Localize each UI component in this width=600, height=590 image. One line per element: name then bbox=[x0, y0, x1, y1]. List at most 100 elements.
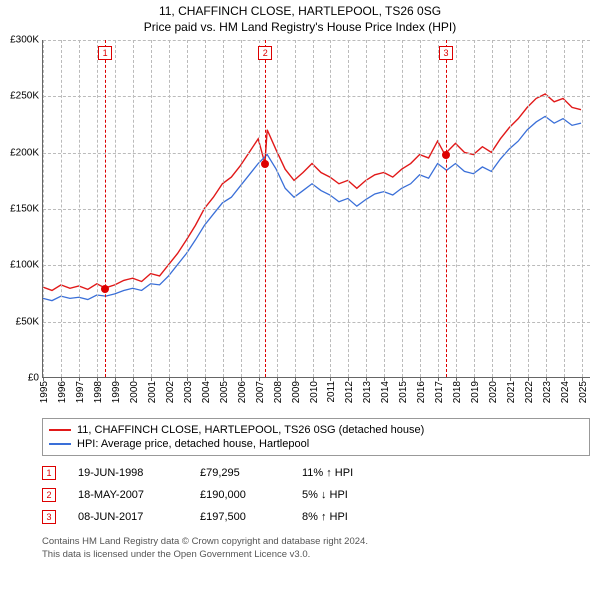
sale-marker-badge: 2 bbox=[258, 46, 272, 60]
sale-marker-badge: 3 bbox=[439, 46, 453, 60]
x-axis-label: 1999 bbox=[111, 377, 122, 403]
sale-row: 119-JUN-1998£79,29511% ↑ HPI bbox=[42, 462, 590, 484]
x-axis-label: 2011 bbox=[326, 377, 337, 403]
x-gridline bbox=[456, 40, 457, 377]
x-gridline bbox=[97, 40, 98, 377]
y-axis-label: £200K bbox=[10, 147, 39, 158]
y-axis-label: £50K bbox=[16, 316, 39, 327]
x-gridline bbox=[492, 40, 493, 377]
x-axis-label: 2021 bbox=[506, 377, 517, 403]
sale-badge: 3 bbox=[42, 510, 56, 524]
x-axis-label: 2007 bbox=[255, 377, 266, 403]
sale-marker-badge: 1 bbox=[98, 46, 112, 60]
footer-line: This data is licensed under the Open Gov… bbox=[42, 549, 590, 562]
x-gridline bbox=[241, 40, 242, 377]
y-axis-label: £100K bbox=[10, 260, 39, 271]
x-axis-label: 2024 bbox=[560, 377, 571, 403]
footer-attribution: Contains HM Land Registry data © Crown c… bbox=[42, 536, 590, 562]
sale-badge: 2 bbox=[42, 488, 56, 502]
x-axis-label: 2006 bbox=[237, 377, 248, 403]
x-gridline bbox=[133, 40, 134, 377]
x-gridline bbox=[79, 40, 80, 377]
sale-hpi-delta: 8% ↑ HPI bbox=[302, 511, 382, 523]
x-gridline bbox=[330, 40, 331, 377]
x-gridline bbox=[348, 40, 349, 377]
x-axis-label: 2025 bbox=[578, 377, 589, 403]
x-gridline bbox=[564, 40, 565, 377]
y-axis-label: £300K bbox=[10, 35, 39, 46]
x-gridline bbox=[474, 40, 475, 377]
x-axis-label: 2001 bbox=[147, 377, 158, 403]
x-gridline bbox=[61, 40, 62, 377]
sale-date: 19-JUN-1998 bbox=[78, 467, 178, 479]
sale-hpi-delta: 11% ↑ HPI bbox=[302, 467, 382, 479]
sale-marker-dot bbox=[442, 151, 450, 159]
x-axis-label: 2003 bbox=[183, 377, 194, 403]
title-address: 11, CHAFFINCH CLOSE, HARTLEPOOL, TS26 0S… bbox=[0, 4, 600, 18]
y-axis-label: £150K bbox=[10, 204, 39, 215]
x-gridline bbox=[582, 40, 583, 377]
legend: 11, CHAFFINCH CLOSE, HARTLEPOOL, TS26 0S… bbox=[42, 418, 590, 456]
sale-date: 08-JUN-2017 bbox=[78, 511, 178, 523]
x-gridline bbox=[259, 40, 260, 377]
sale-date: 18-MAY-2007 bbox=[78, 489, 178, 501]
x-gridline bbox=[420, 40, 421, 377]
x-axis-label: 1997 bbox=[75, 377, 86, 403]
x-axis-label: 2004 bbox=[201, 377, 212, 403]
x-gridline bbox=[277, 40, 278, 377]
x-gridline bbox=[151, 40, 152, 377]
x-gridline bbox=[205, 40, 206, 377]
sale-marker-dot bbox=[101, 285, 109, 293]
x-axis-label: 2023 bbox=[542, 377, 553, 403]
sale-marker-line bbox=[105, 40, 106, 377]
sale-marker-dot bbox=[261, 160, 269, 168]
x-axis-label: 2015 bbox=[398, 377, 409, 403]
chart-plot-area: £0£50K£100K£150K£200K£250K£300K199519961… bbox=[42, 40, 590, 378]
x-axis-label: 2017 bbox=[434, 377, 445, 403]
legend-row: HPI: Average price, detached house, Hart… bbox=[49, 437, 583, 451]
legend-label: 11, CHAFFINCH CLOSE, HARTLEPOOL, TS26 0S… bbox=[77, 424, 424, 436]
sale-hpi-delta: 5% ↓ HPI bbox=[302, 489, 382, 501]
title-subtitle: Price paid vs. HM Land Registry's House … bbox=[0, 18, 600, 34]
y-gridline bbox=[43, 96, 590, 97]
x-gridline bbox=[295, 40, 296, 377]
sale-marker-line bbox=[265, 40, 266, 377]
sale-row: 218-MAY-2007£190,0005% ↓ HPI bbox=[42, 484, 590, 506]
x-axis-label: 1996 bbox=[57, 377, 68, 403]
x-axis-label: 2022 bbox=[524, 377, 535, 403]
sale-price: £197,500 bbox=[200, 511, 280, 523]
x-gridline bbox=[510, 40, 511, 377]
x-axis-label: 2014 bbox=[380, 377, 391, 403]
y-gridline bbox=[43, 153, 590, 154]
x-axis-label: 2020 bbox=[488, 377, 499, 403]
footer-line: Contains HM Land Registry data © Crown c… bbox=[42, 536, 590, 549]
legend-label: HPI: Average price, detached house, Hart… bbox=[77, 438, 309, 450]
legend-swatch bbox=[49, 443, 71, 445]
sale-row: 3 08-JUN-2017 £197,500 8% ↑ HPI bbox=[42, 506, 590, 528]
y-axis-label: £250K bbox=[10, 91, 39, 102]
x-axis-label: 2000 bbox=[129, 377, 140, 403]
x-axis-label: 2008 bbox=[273, 377, 284, 403]
y-gridline bbox=[43, 209, 590, 210]
x-gridline bbox=[546, 40, 547, 377]
x-axis-label: 2019 bbox=[470, 377, 481, 403]
x-gridline bbox=[528, 40, 529, 377]
chart-titles: 11, CHAFFINCH CLOSE, HARTLEPOOL, TS26 0S… bbox=[0, 0, 600, 34]
legend-row: 11, CHAFFINCH CLOSE, HARTLEPOOL, TS26 0S… bbox=[49, 423, 583, 437]
x-gridline bbox=[402, 40, 403, 377]
sale-badge: 1 bbox=[42, 466, 56, 480]
x-gridline bbox=[313, 40, 314, 377]
sale-marker-line bbox=[446, 40, 447, 377]
x-axis-label: 2018 bbox=[452, 377, 463, 403]
sales-table: 119-JUN-1998£79,29511% ↑ HPI218-MAY-2007… bbox=[42, 462, 590, 528]
x-gridline bbox=[169, 40, 170, 377]
x-axis-label: 1995 bbox=[39, 377, 50, 403]
x-axis-label: 2012 bbox=[344, 377, 355, 403]
x-axis-label: 2009 bbox=[291, 377, 302, 403]
x-gridline bbox=[115, 40, 116, 377]
x-axis-label: 2013 bbox=[362, 377, 373, 403]
legend-swatch bbox=[49, 429, 71, 431]
x-gridline bbox=[223, 40, 224, 377]
x-axis-label: 2016 bbox=[416, 377, 427, 403]
x-gridline bbox=[43, 40, 44, 377]
